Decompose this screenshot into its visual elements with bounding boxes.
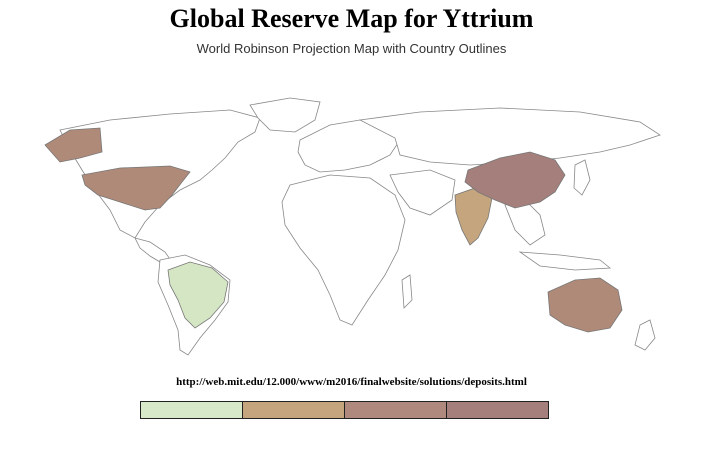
legend-swatch-4: [447, 402, 548, 418]
color-legend: [140, 401, 549, 419]
map-subtitle: World Robinson Projection Map with Count…: [196, 41, 507, 56]
land-middle-east: [389, 169, 456, 216]
land-greenland: [249, 97, 321, 133]
land-indonesia: [518, 251, 612, 271]
country-usa: [81, 165, 191, 211]
legend-swatch-2: [243, 402, 345, 418]
map-title: Global Reserve Map for Yttrium: [169, 4, 534, 33]
world-map: [44, 97, 661, 356]
land-madagascar: [401, 274, 413, 309]
land-new-zealand: [634, 319, 656, 351]
legend-swatch-1: [141, 402, 243, 418]
country-brazil: [167, 261, 229, 329]
land-russia: [358, 107, 661, 166]
land-europe: [297, 119, 401, 173]
land-africa: [281, 174, 406, 326]
legend-swatch-3: [345, 402, 447, 418]
country-australia: [547, 277, 623, 333]
country-china: [464, 151, 566, 209]
country-alaska: [44, 127, 103, 163]
source-url: http://web.mit.edu/12.000/www/m2016/fina…: [176, 376, 527, 388]
country-india: [454, 187, 493, 246]
land-japan: [573, 159, 591, 196]
